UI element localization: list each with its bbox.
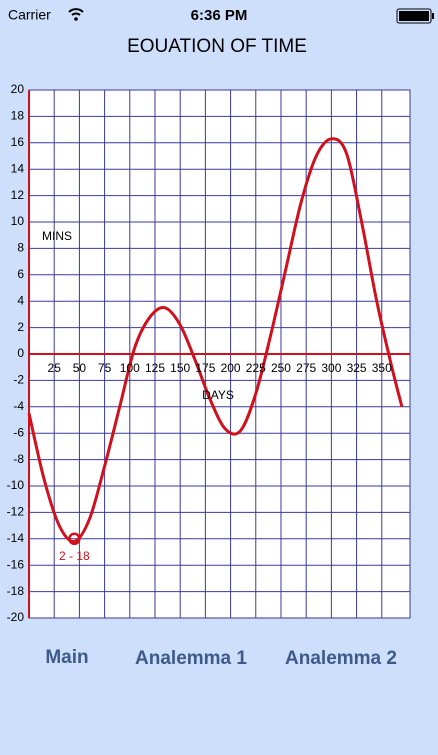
- carrier: Carrier: [8, 7, 51, 23]
- y-tick-label: -2: [13, 373, 24, 387]
- wifi-dot: [74, 17, 78, 21]
- x-tick-label: 200: [221, 361, 241, 375]
- battery: [396, 8, 432, 24]
- y-tick-label: -16: [7, 557, 25, 571]
- y-tick-label: 0: [17, 346, 24, 360]
- x-tick-label: 175: [195, 361, 215, 375]
- tab[interactable]: Main: [45, 647, 88, 668]
- y-tick-label: 6: [17, 267, 24, 281]
- battery-tip: [432, 13, 434, 19]
- x-tick-label: 275: [296, 361, 316, 375]
- y-tick-label: -6: [13, 425, 24, 439]
- x-tick-label: 100: [120, 361, 140, 375]
- x-tick-label: 225: [246, 361, 266, 375]
- line: [27, 137, 404, 543]
- x-tick-label: 25: [48, 361, 62, 375]
- y-tick-label: 12: [11, 188, 25, 202]
- tab[interactable]: Analemma 2: [285, 648, 397, 669]
- y-tick-label: -14: [7, 531, 25, 545]
- x-tick-label: 250: [271, 361, 291, 375]
- x-tick-label: 325: [347, 361, 367, 375]
- y-tick-label: 16: [11, 135, 25, 149]
- x-tick-label: 50: [73, 361, 87, 375]
- x-axis-label: DAYS: [202, 388, 234, 402]
- y-tick-label: -4: [13, 399, 24, 413]
- plot: 2 - 18: [27, 90, 410, 618]
- x-tick-label: 125: [145, 361, 165, 375]
- y-tick-label: -20: [7, 610, 25, 624]
- clock: 6:36 PM: [191, 7, 248, 24]
- chart-title: EOUATION OF TIME: [127, 36, 307, 57]
- y-tick-label: 20: [11, 82, 25, 96]
- x-tick-label: 75: [98, 361, 112, 375]
- y-tick-label: -10: [7, 478, 25, 492]
- highlight-marker: [68, 532, 81, 546]
- wifi-icon: [68, 8, 84, 16]
- y-tick-label: 14: [11, 161, 25, 175]
- y-axis-label: MINS: [42, 229, 72, 243]
- y-tick-label: 4: [17, 293, 24, 307]
- x-tick-label: 150: [170, 361, 190, 375]
- y-tick-label: 10: [11, 214, 25, 228]
- battery-level: [399, 11, 429, 21]
- y-tick-label: -8: [13, 452, 24, 466]
- x-tick-label: 300: [321, 361, 341, 375]
- y-tick-label: 2: [17, 320, 24, 334]
- highlight-label: 2 - 18: [59, 549, 90, 563]
- y-tick-label: -18: [7, 584, 25, 598]
- y-tick-label: 18: [11, 109, 25, 123]
- y-tick-label: -12: [7, 505, 25, 519]
- y-tick-label: 8: [17, 241, 24, 255]
- x-tick-label: 350: [372, 361, 392, 375]
- tab[interactable]: Analemma 1: [135, 648, 247, 669]
